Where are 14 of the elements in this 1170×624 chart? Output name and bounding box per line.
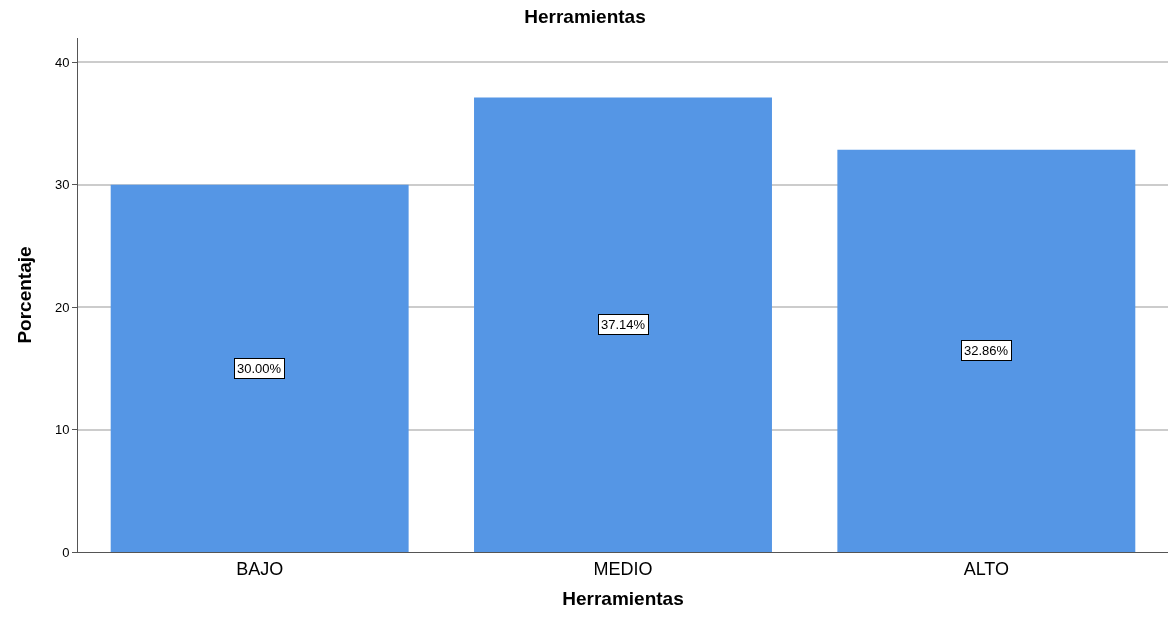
y-tick-label: 10 [54,422,70,438]
y-axis-title: Porcentaje [13,246,35,344]
data-label: 32.86% [964,343,1009,358]
data-label: 37.14% [601,317,646,332]
data-label: 30.00% [237,361,282,376]
y-tick-label: 40 [54,55,70,71]
x-axis-title: Herramientas [562,588,684,610]
y-tick-label: 30 [54,177,70,193]
chart-title: Herramientas [524,5,646,27]
y-tick-label: 20 [54,299,70,315]
x-tick-label: MEDIO [593,558,653,579]
x-tick-label: ALTO [963,558,1010,579]
y-tick-label: 0 [62,544,70,560]
x-tick-label: BAJO [236,558,284,579]
